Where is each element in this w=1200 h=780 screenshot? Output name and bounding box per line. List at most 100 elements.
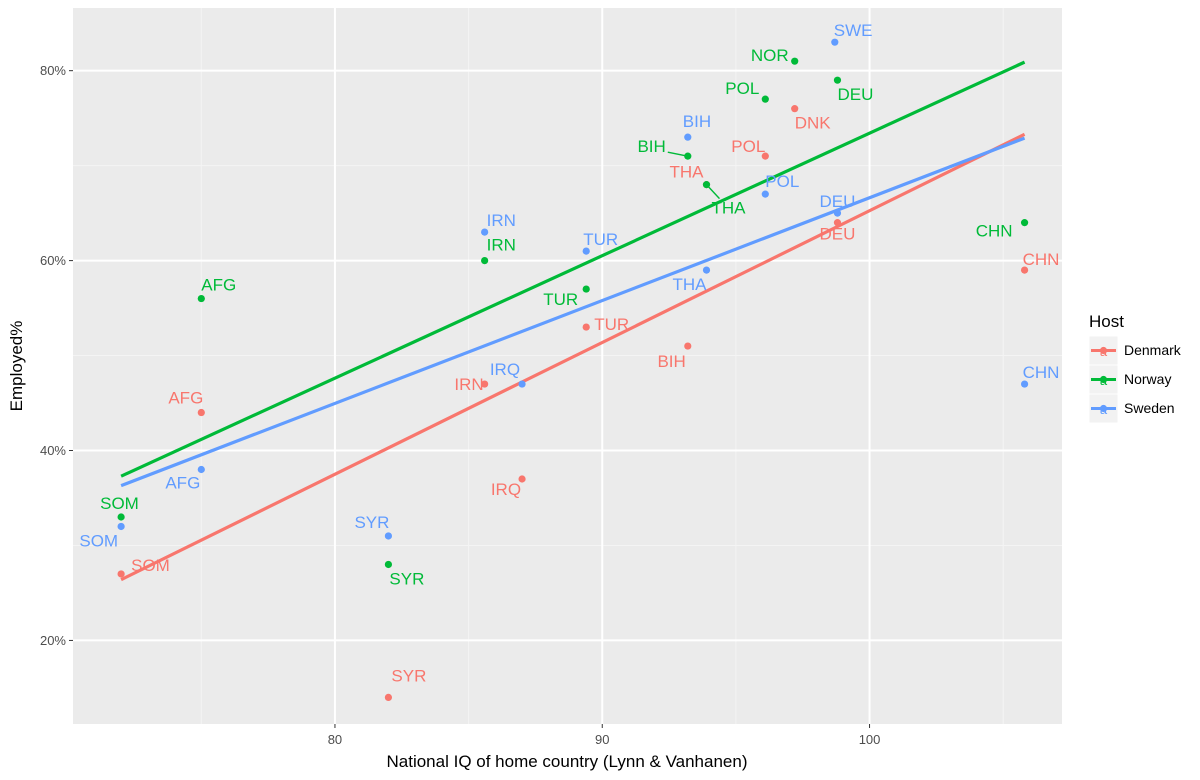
point-label-norway-bih: BIH [637,137,665,156]
legend-key-point-denmark [1099,346,1108,355]
point-label-sweden-bih: BIH [683,112,711,131]
x-axis: 80 90 100 [328,724,881,747]
point-sweden-som [117,522,125,531]
point-norway-deu [833,76,842,84]
point-denmark-dnk [791,105,799,113]
point-norway-pol [761,95,769,103]
point-sweden-swe [831,38,839,46]
point-label-denmark-irq: IRQ [491,480,521,499]
point-sweden-irn [481,228,489,236]
point-norway-afg [197,294,205,303]
trend-line-norway [120,60,1026,478]
point-label-denmark-tur: TUR [594,315,629,334]
legend-title: Host [1089,312,1124,331]
trend-line-denmark [120,132,1026,582]
grid-minor [73,8,1062,724]
point-label-norway-tur: TUR [543,290,578,309]
point-label-sweden-swe: SWE [834,21,873,40]
point-label-sweden-tur: TUR [583,230,618,249]
point-denmark-pol [761,152,769,160]
point-label-denmark-chn: CHN [1023,250,1060,269]
point-label-denmark-deu: DEU [819,225,855,244]
plot-panel [73,8,1062,724]
point-denmark-afg [197,408,205,417]
point-denmark-deu [833,219,842,227]
point-label-denmark-tha: THA [669,163,704,182]
point-label-norway-deu: DEU [837,85,873,104]
point-norway-irn [481,256,489,265]
point-label-denmark-som: SOM [131,556,170,575]
grid-major [73,8,1062,724]
point-label-norway-tha: THA [711,199,746,218]
legend: Host a Denmark a Norway a Sweden [1088,312,1182,424]
y-tick-label: 20% [40,633,66,648]
trend-lines [120,60,1026,582]
point-denmark-som [117,570,125,578]
point-label-norway-syr: SYR [389,569,424,588]
point-label-norway-pol: POL [725,79,759,98]
point-label-sweden-som: SOM [79,531,118,550]
point-sweden-syr [384,532,393,540]
point-label-denmark-bih: BIH [657,352,685,371]
point-denmark-irn [481,380,489,388]
point-sweden-tha [702,266,711,274]
legend-key-glyph-sweden: a [1100,402,1108,417]
point-sweden-afg [197,465,205,474]
point-label-sweden-irq: IRQ [490,360,520,379]
legend-key-point-norway [1099,375,1108,384]
point-label-norway-irn: IRN [487,236,516,255]
y-tick-label: 40% [40,443,66,458]
data-points [117,38,1029,702]
point-label-sweden-deu: DEU [819,192,855,211]
point-labels: SOMAFGSYRIRNIRQTURBIHTHAPOLDNKDEUCHNSOMA… [79,21,1059,685]
trend-line-sweden [120,136,1026,488]
point-denmark-tur [582,323,590,331]
point-sweden-chn [1020,380,1029,388]
point-denmark-chn [1020,266,1029,274]
legend-key-glyph-norway: a [1100,373,1108,388]
point-label-sweden-irn: IRN [487,211,516,230]
point-label-denmark-dnk: DNK [795,114,832,133]
x-tick-label: 80 [328,732,342,747]
point-denmark-syr [384,693,393,702]
legend-key-point-sweden [1099,404,1108,413]
point-sweden-tur [582,247,590,255]
point-norway-som [117,513,125,521]
y-tick-label: 80% [40,63,66,78]
point-label-denmark-pol: POL [731,137,765,156]
point-norway-tha [702,181,711,189]
x-tick-label: 90 [595,732,609,747]
point-label-denmark-syr: SYR [391,666,426,685]
point-norway-syr [384,560,393,569]
point-label-norway-chn: CHN [976,222,1013,241]
x-axis-title: National IQ of home country (Lynn & Vanh… [387,752,748,771]
point-norway-chn [1020,219,1029,227]
point-label-norway-nor: NOR [751,46,789,65]
point-sweden-deu [833,209,842,217]
point-label-sweden-tha: THA [672,275,707,294]
point-sweden-pol [761,190,769,198]
y-axis-title: Employed% [7,321,26,412]
point-label-sweden-chn: CHN [1023,363,1060,382]
point-label-sweden-pol: POL [765,172,799,191]
point-label-sweden-syr: SYR [354,513,389,532]
point-label-denmark-afg: AFG [168,389,203,408]
legend-label-denmark: Denmark [1124,342,1182,358]
legend-label-norway: Norway [1124,371,1171,387]
point-sweden-bih [684,133,692,141]
point-label-norway-afg: AFG [201,276,236,295]
legend-key-glyph-denmark: a [1100,344,1108,359]
point-denmark-bih [684,342,692,350]
x-tick-label: 100 [859,732,881,747]
point-label-norway-som: SOM [100,494,139,513]
point-label-denmark-irn: IRN [454,375,483,394]
point-norway-bih [684,152,692,160]
point-norway-nor [791,57,799,65]
point-sweden-irq [518,380,526,388]
y-tick-label: 60% [40,253,66,268]
legend-label-sweden: Sweden [1124,400,1175,416]
point-denmark-irq [518,475,526,483]
point-label-sweden-afg: AFG [165,474,200,493]
y-axis: 20% 40% 60% 80% [40,63,73,648]
